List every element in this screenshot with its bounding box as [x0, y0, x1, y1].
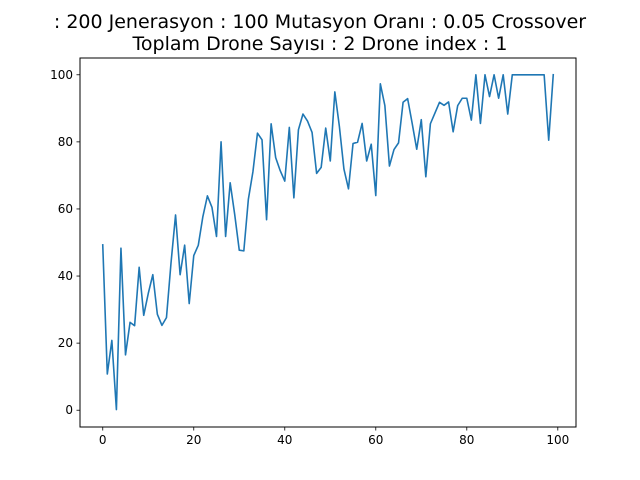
chart-title-line-2: Toplam Drone Sayısı : 2 Drone index : 1 [132, 33, 508, 55]
y-tick-label: 100 [50, 68, 73, 82]
y-tick-label: 80 [58, 135, 73, 149]
y-tick-label: 40 [58, 269, 73, 283]
chart-title-line-1: : 200 Jenerasyon : 100 Mutasyon Oranı : … [54, 11, 586, 33]
y-tick-label: 0 [65, 403, 73, 417]
x-tick-label: 0 [99, 433, 107, 447]
x-tick-label: 20 [186, 433, 201, 447]
x-tick-label: 60 [368, 433, 383, 447]
x-tick-label: 80 [459, 433, 474, 447]
x-tick-label: 100 [546, 433, 569, 447]
y-tick-label: 20 [58, 336, 73, 350]
x-tick-label: 40 [277, 433, 292, 447]
series-layer [101, 73, 555, 411]
axis-ticks: 0 20 40 60 80 100 0 20 40 60 80 100 [50, 68, 569, 447]
y-tick-label: 60 [58, 202, 73, 216]
plot-frame [79, 57, 577, 428]
series-line [101, 73, 555, 411]
